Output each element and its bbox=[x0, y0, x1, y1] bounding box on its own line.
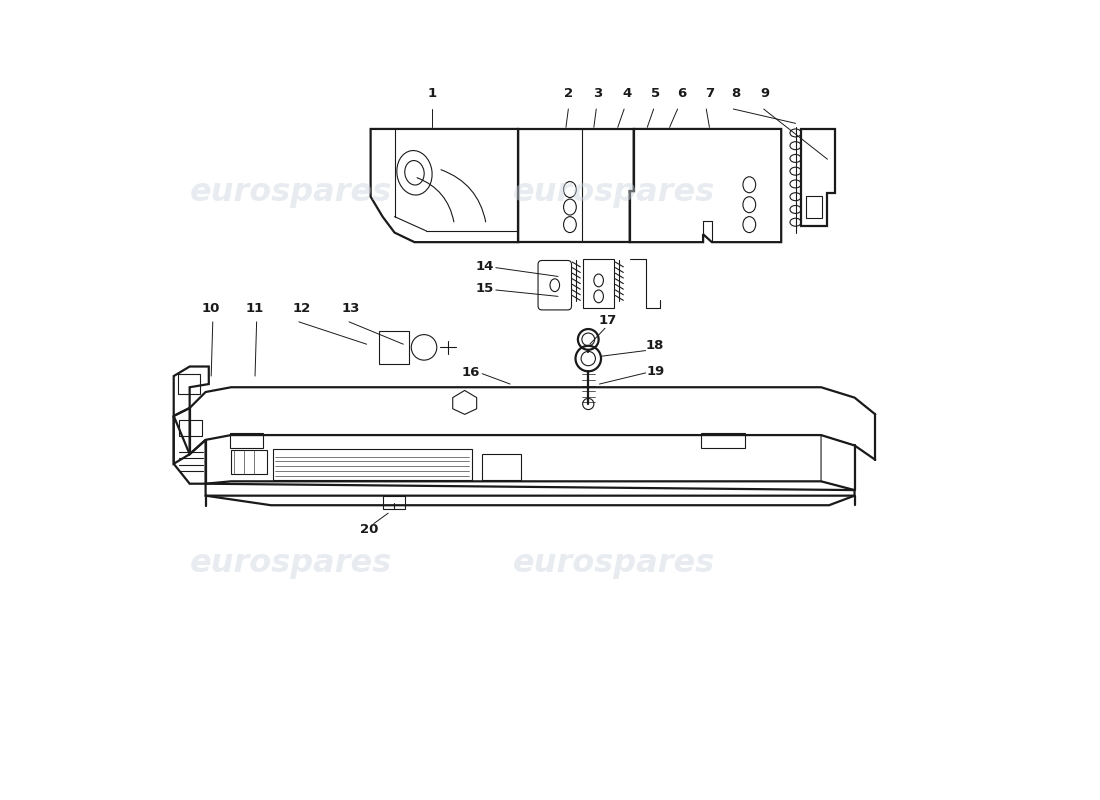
Text: eurospares: eurospares bbox=[513, 178, 715, 208]
Text: eurospares: eurospares bbox=[513, 548, 715, 579]
Text: 16: 16 bbox=[461, 366, 480, 378]
Text: eurospares: eurospares bbox=[190, 178, 392, 208]
Text: 3: 3 bbox=[593, 86, 603, 99]
Text: 4: 4 bbox=[623, 86, 632, 99]
Text: 19: 19 bbox=[646, 365, 664, 378]
Text: 1: 1 bbox=[428, 86, 437, 99]
Text: 8: 8 bbox=[732, 86, 740, 99]
Text: 12: 12 bbox=[293, 302, 310, 315]
Text: 10: 10 bbox=[202, 302, 220, 315]
Text: 17: 17 bbox=[598, 314, 616, 326]
Text: 18: 18 bbox=[646, 339, 664, 352]
Text: 5: 5 bbox=[651, 86, 660, 99]
Text: 15: 15 bbox=[475, 282, 494, 295]
Text: 14: 14 bbox=[475, 259, 494, 273]
Text: 2: 2 bbox=[564, 86, 573, 99]
Text: 13: 13 bbox=[341, 302, 360, 315]
Text: eurospares: eurospares bbox=[190, 548, 392, 579]
Text: 9: 9 bbox=[761, 86, 770, 99]
Text: 11: 11 bbox=[246, 302, 264, 315]
Text: 6: 6 bbox=[676, 86, 686, 99]
Text: 20: 20 bbox=[360, 522, 378, 536]
Text: 7: 7 bbox=[705, 86, 714, 99]
